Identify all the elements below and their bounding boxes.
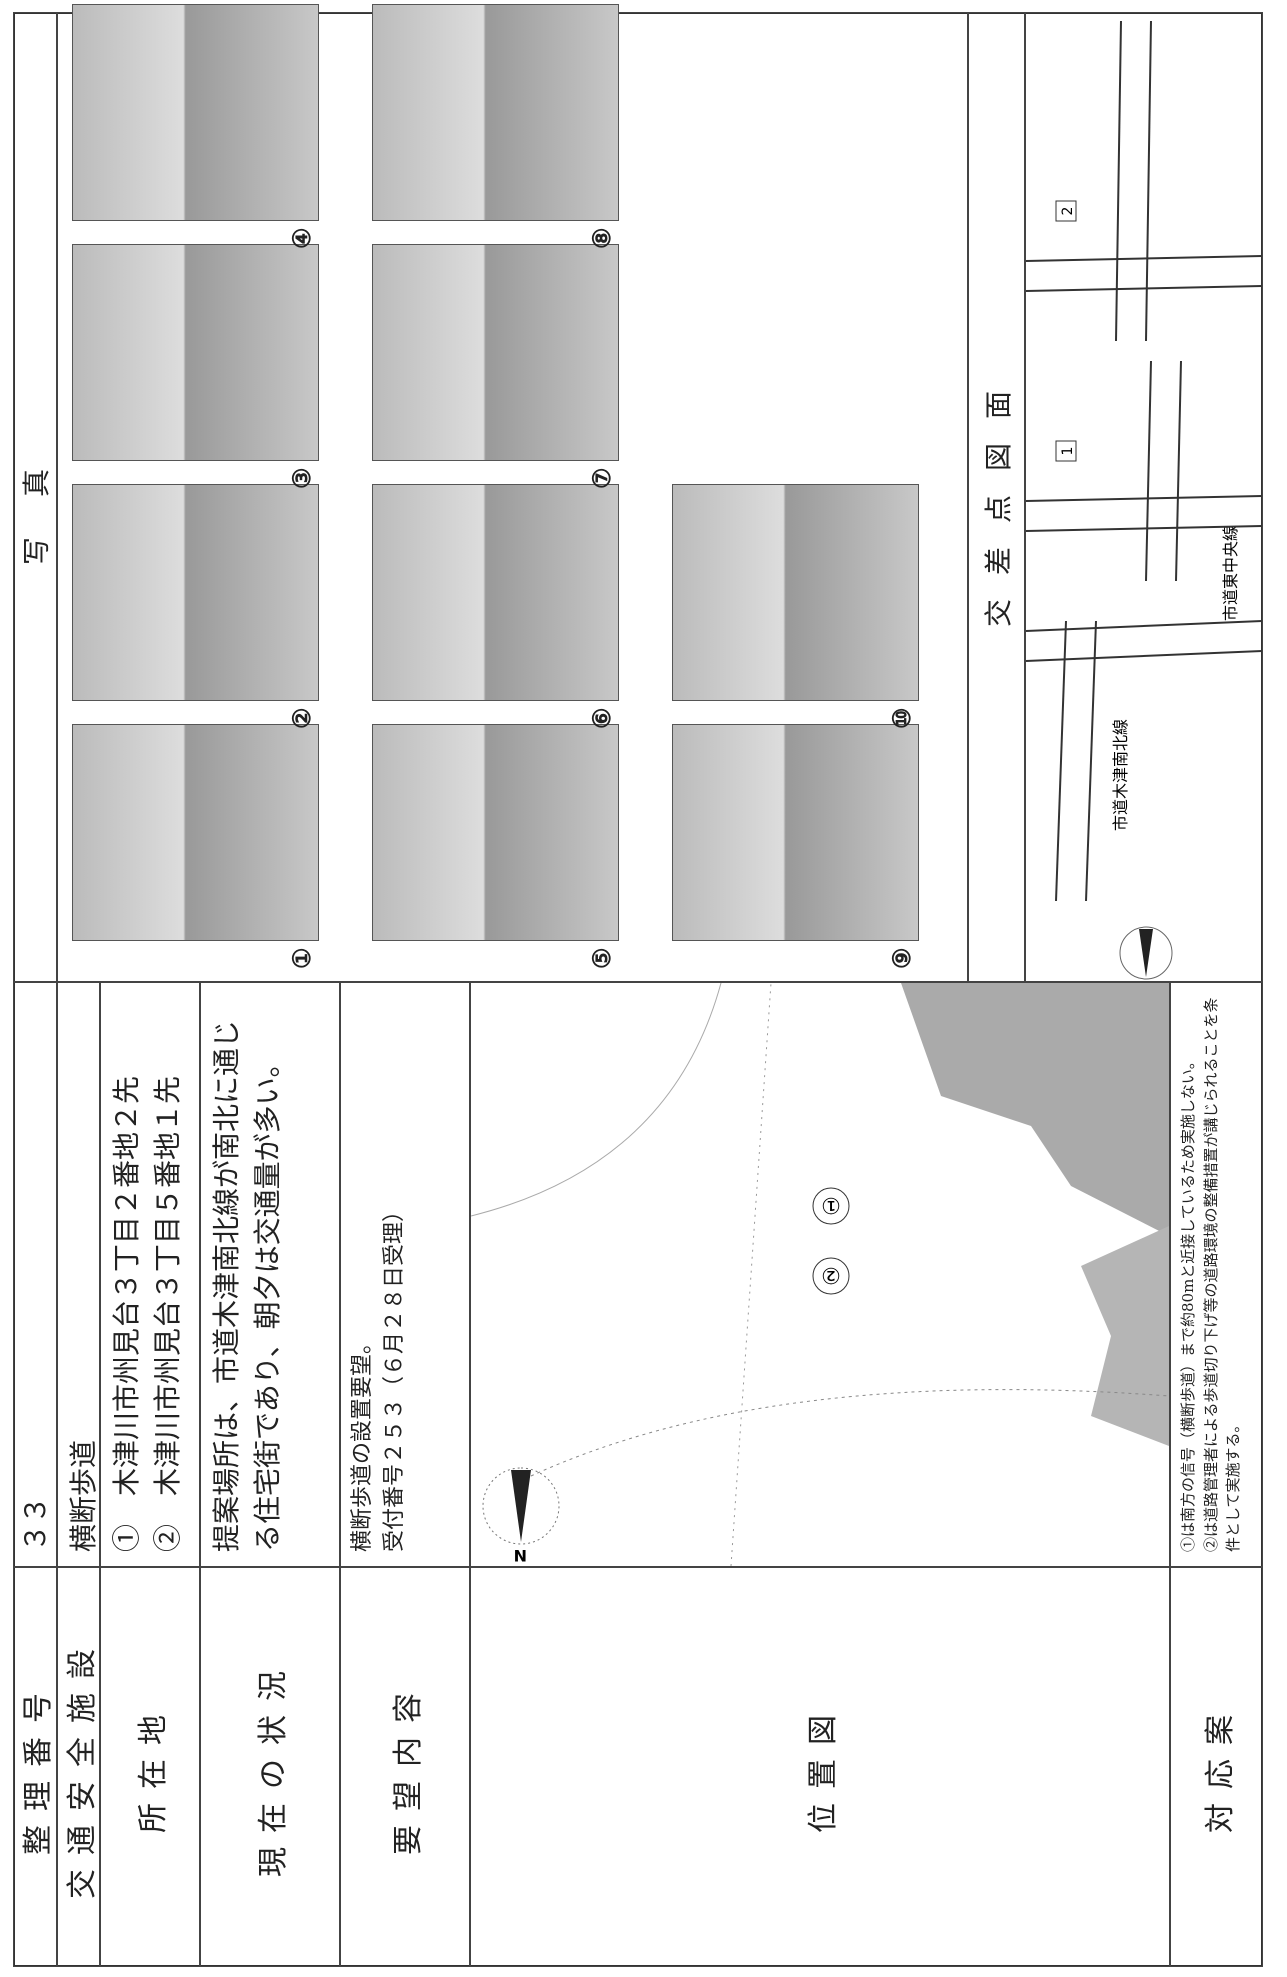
box-label: 1	[1060, 447, 1076, 456]
map: N ② ①	[470, 982, 1170, 1567]
road-label: 市道木津南北線	[1111, 719, 1130, 831]
photos-title: 写真	[13, 12, 57, 982]
diagram-title: 交差点図面	[968, 12, 1025, 982]
value: ① 木津川市州見台３丁目２番地２先 ② 木津川市州見台３丁目５番地１先	[100, 982, 200, 1567]
label: 位置図	[470, 1567, 1170, 1967]
line: ② 木津川市州見台３丁目５番地１先	[150, 1075, 184, 1552]
label: 所在地	[100, 1567, 200, 1967]
map-marker: ①	[821, 1192, 841, 1217]
line: 受付番号２５３（６月２８日受理）	[381, 1199, 407, 1552]
photo-label: ⑧	[587, 227, 616, 249]
photo	[72, 484, 319, 701]
svg-text:N: N	[514, 1546, 527, 1565]
photo	[372, 484, 619, 701]
photo-label: ③	[287, 467, 316, 489]
label: 交通安全施設	[57, 1567, 100, 1967]
photo-label: ⑦	[587, 467, 616, 489]
value: ３３	[13, 982, 57, 1567]
photo-label: ⑥	[587, 707, 616, 729]
label: 整理番号	[13, 1567, 57, 1967]
box-label: 2	[1060, 207, 1076, 216]
label: 現在の状況	[200, 1567, 340, 1967]
photo	[372, 244, 619, 461]
label: 対応案	[1170, 1567, 1263, 1967]
photo	[672, 724, 919, 941]
road-label: 市道東中央線	[1221, 525, 1240, 621]
photo-label: ②	[287, 707, 316, 729]
photo-label: ⑩	[887, 707, 916, 729]
value: 横断歩道	[57, 982, 100, 1567]
photo-label: ⑤	[587, 947, 616, 969]
photo-label: ①	[287, 947, 316, 969]
value: 提案場所は、市道木津南北線が南北に通じる住宅街であり、朝夕は交通量が多い。	[200, 982, 340, 1567]
photo	[372, 4, 619, 221]
photo-label: ⑨	[887, 947, 916, 969]
photo-label: ④	[287, 227, 316, 249]
photos: ① ② ③ ④ ⑤ ⑥ ⑦ ⑧ ⑨ ⑩	[57, 4, 968, 982]
line: 提案場所は、市道木津南北線が南北に通じる住宅街であり、朝夕は交通量が多い。	[210, 1019, 284, 1552]
map-marker: ②	[821, 1262, 841, 1287]
photo	[72, 244, 319, 461]
line: ①は南方の信号（横断歩道）まで約80mと近接しているため実施しない。	[1179, 1054, 1197, 1552]
diagram-drawing: 市道木津南北線 市道東中央線 1 2	[1025, 20, 1263, 980]
line: ②は道路管理者による歩道切り下げ等の道路環境の整備措置が講じられることを条件とし…	[1201, 997, 1243, 1552]
diagram: 市道木津南北線 市道東中央線 1 2	[1025, 12, 1263, 982]
label: 要望内容	[340, 1567, 470, 1967]
value: ①は南方の信号（横断歩道）まで約80mと近接しているため実施しない。 ②は道路管…	[1170, 982, 1263, 1567]
photo	[72, 724, 319, 941]
map-drawing: N ② ①	[470, 982, 1170, 1567]
photo	[672, 484, 919, 701]
value: 横断歩道の設置要望。 受付番号２５３（６月２８日受理）	[340, 982, 470, 1567]
line: 横断歩道	[67, 1439, 100, 1552]
photo	[72, 4, 319, 221]
photo	[372, 724, 619, 941]
line: ① 木津川市州見台３丁目２番地２先	[110, 1075, 143, 1552]
line: 横断歩道の設置要望。	[350, 1331, 375, 1552]
